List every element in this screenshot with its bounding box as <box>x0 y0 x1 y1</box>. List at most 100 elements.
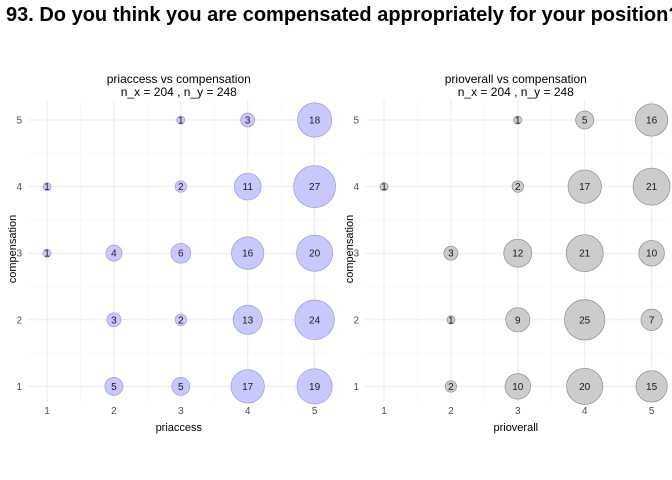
chart-title: priaccess vs compensation <box>107 72 251 86</box>
x-tick-label: 1 <box>44 406 50 417</box>
data-point <box>379 182 389 191</box>
data-label: 10 <box>512 382 524 393</box>
data-label: 5 <box>178 382 184 393</box>
data-label: 17 <box>242 382 254 393</box>
x-tick-label: 1 <box>381 406 387 417</box>
data-point <box>294 299 335 340</box>
data-label: 10 <box>646 249 658 260</box>
y-tick-label: 4 <box>353 182 359 193</box>
data-point <box>174 180 187 193</box>
data-label: 16 <box>242 249 254 260</box>
y-tick-label: 5 <box>16 116 22 127</box>
data-label: 5 <box>111 382 117 393</box>
data-point <box>567 169 602 204</box>
data-label: 4 <box>111 249 117 260</box>
data-point <box>174 313 187 326</box>
y-tick-label: 2 <box>16 315 22 326</box>
data-point <box>565 234 604 273</box>
data-label: 21 <box>646 182 658 193</box>
data-label: 2 <box>178 315 184 326</box>
x-axis-label: prioverall <box>493 422 538 434</box>
chart-title: prioverall vs compensation <box>445 72 587 86</box>
data-point <box>632 167 671 206</box>
data-label: 1 <box>381 182 387 193</box>
data-label: 20 <box>309 249 321 260</box>
data-point <box>513 115 523 125</box>
data-point <box>104 377 124 396</box>
data-label: 18 <box>309 116 321 127</box>
x-tick-label: 4 <box>245 406 251 417</box>
data-label: 2 <box>178 182 184 193</box>
data-label: 20 <box>579 382 591 393</box>
data-point <box>564 299 606 341</box>
data-point <box>446 315 456 325</box>
x-tick-label: 2 <box>111 406 117 417</box>
data-point <box>504 373 531 400</box>
data-label: 11 <box>243 182 254 193</box>
x-tick-label: 5 <box>649 406 655 417</box>
data-point <box>105 244 123 262</box>
data-point <box>443 245 459 261</box>
data-label: 1 <box>44 249 50 260</box>
x-tick-label: 5 <box>312 406 318 417</box>
data-point <box>42 182 52 191</box>
y-axis-label: compensation <box>7 215 19 284</box>
data-label: 27 <box>309 182 321 193</box>
x-tick-label: 4 <box>582 406 588 417</box>
data-label: 1 <box>44 182 50 193</box>
y-tick-label: 3 <box>16 249 22 260</box>
page-title: 93. Do you think you are compensated app… <box>6 4 672 26</box>
chart-subtitle: n_x = 204 , n_y = 248 <box>458 85 574 99</box>
data-point <box>42 248 52 258</box>
x-axis-label: priaccess <box>156 422 203 434</box>
data-label: 25 <box>579 315 591 326</box>
data-point <box>171 377 191 396</box>
data-point <box>575 110 595 130</box>
data-point <box>176 115 186 125</box>
y-tick-label: 2 <box>353 315 359 326</box>
data-point <box>106 312 122 328</box>
y-tick-label: 4 <box>16 182 22 193</box>
data-point <box>233 172 262 201</box>
y-tick-label: 3 <box>353 249 359 260</box>
data-label: 2 <box>515 182 521 193</box>
y-axis-label: compensation <box>344 215 356 284</box>
data-point <box>503 238 533 268</box>
data-label: 3 <box>448 249 454 260</box>
data-point <box>297 102 333 138</box>
data-label: 9 <box>515 315 521 326</box>
data-label: 1 <box>448 315 454 326</box>
data-point <box>293 165 336 208</box>
data-point <box>231 236 265 270</box>
data-label: 5 <box>582 116 588 127</box>
data-label: 16 <box>646 116 658 127</box>
data-label: 21 <box>579 249 591 260</box>
data-point <box>511 180 524 193</box>
data-label: 1 <box>515 116 521 127</box>
data-point <box>240 112 256 128</box>
data-point <box>230 369 265 404</box>
x-tick-label: 3 <box>178 406 184 417</box>
data-label: 24 <box>309 315 321 326</box>
data-point <box>638 240 665 267</box>
data-label: 12 <box>512 249 524 260</box>
data-point <box>170 242 192 264</box>
data-label: 15 <box>646 382 658 393</box>
y-tick-label: 1 <box>353 382 359 393</box>
data-label: 19 <box>309 382 321 393</box>
chart-subtitle: n_x = 204 , n_y = 248 <box>121 85 237 99</box>
y-tick-label: 5 <box>353 116 359 127</box>
data-point <box>232 304 263 335</box>
data-point <box>296 234 334 272</box>
x-tick-label: 3 <box>515 406 521 417</box>
data-point <box>444 380 457 393</box>
data-point <box>505 307 531 333</box>
data-point <box>635 370 668 403</box>
data-label: 3 <box>111 315 117 326</box>
data-point <box>566 367 604 405</box>
data-label: 6 <box>178 249 184 260</box>
data-label: 1 <box>178 116 184 127</box>
